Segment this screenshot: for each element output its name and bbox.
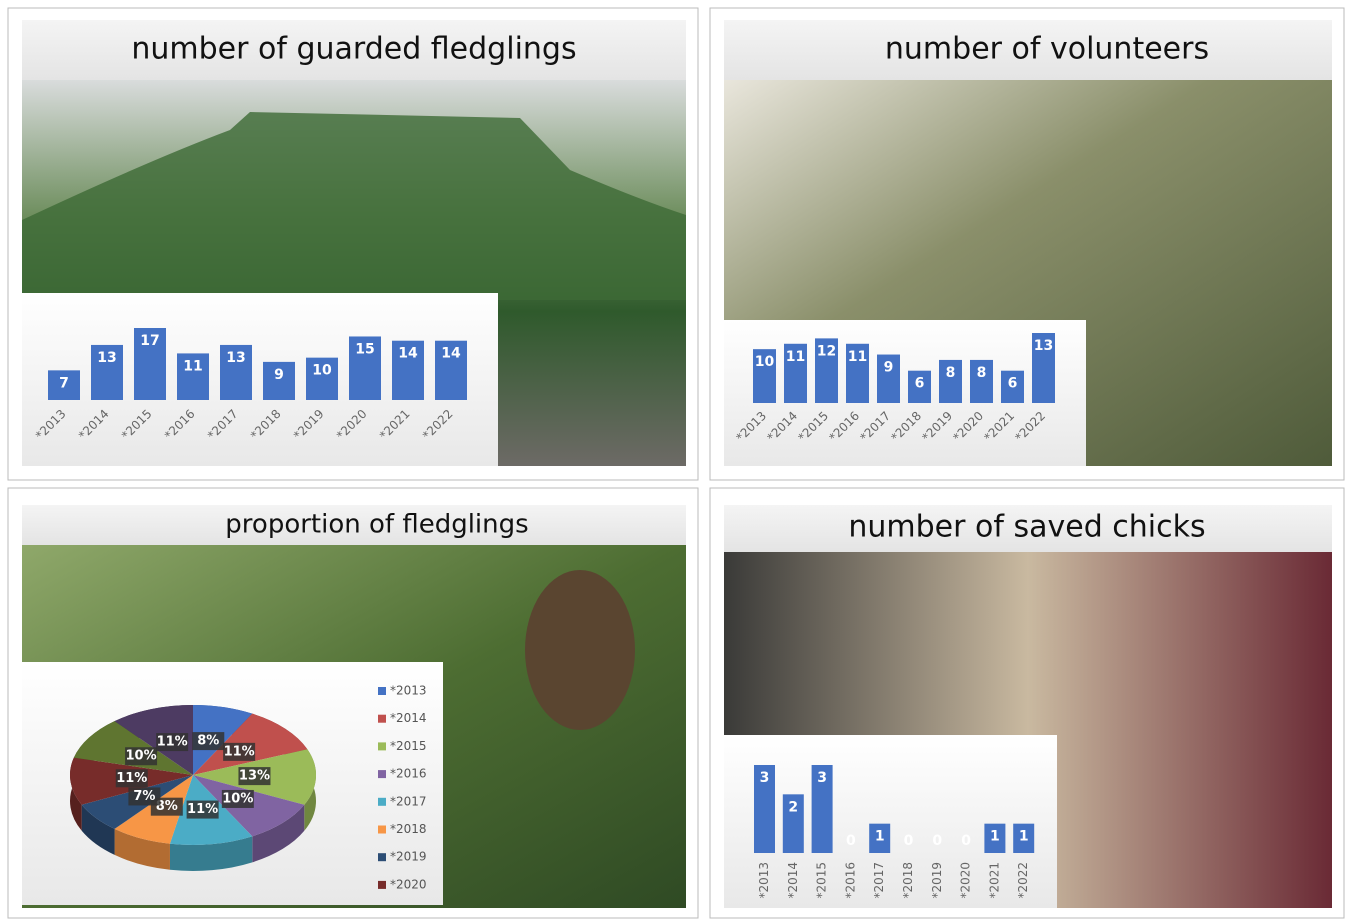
legend-swatch: [378, 881, 386, 889]
page: {"chart_data": [ {"type": "bar", "title"…: [0, 0, 1346, 922]
data-label: 0: [846, 833, 856, 849]
data-label: 11%: [116, 771, 147, 786]
collage: number of guarded fledglings number of v…: [0, 0, 1346, 922]
data-label: 0: [961, 833, 971, 849]
data-label: 14: [441, 346, 461, 362]
data-label: 1: [990, 829, 1000, 845]
data-label: 9: [884, 360, 894, 376]
chart-title: number of saved chicks: [848, 510, 1205, 545]
x-tick-label: *2015: [815, 862, 829, 899]
data-label: 2: [788, 799, 798, 815]
legend-label: *2017: [390, 794, 427, 808]
x-tick-label: *2019: [930, 862, 944, 899]
chart-title: number of guarded fledglings: [131, 32, 576, 67]
data-label: 17: [140, 333, 159, 349]
data-label: 11: [848, 349, 867, 365]
legend-swatch: [378, 770, 386, 778]
legend-label: *2016: [390, 767, 427, 781]
data-label: 15: [355, 341, 374, 357]
legend-label: *2014: [390, 711, 427, 725]
x-tick-label: *2016: [843, 862, 857, 899]
chart-title: number of volunteers: [885, 32, 1209, 67]
data-label: 1: [1019, 829, 1029, 845]
x-tick-label: *2014: [786, 862, 800, 899]
data-label: 10%: [222, 791, 253, 806]
x-tick-label: *2020: [959, 862, 973, 899]
legend-swatch: [378, 798, 386, 806]
x-tick-label: *2021: [987, 862, 1001, 899]
data-label: 8%: [197, 734, 219, 749]
data-label: 12: [817, 343, 836, 359]
legend-swatch: [378, 742, 386, 750]
data-label: 11%: [157, 735, 188, 750]
data-label: 3: [817, 770, 827, 786]
data-label: 1: [875, 829, 885, 845]
data-label: 11: [183, 358, 202, 374]
x-tick-label: *2017: [872, 862, 886, 899]
data-label: 3: [760, 770, 770, 786]
data-label: 13%: [239, 769, 270, 784]
data-label: 7%: [133, 789, 155, 804]
legend-label: *2015: [390, 739, 427, 753]
data-label: 10: [312, 363, 332, 379]
legend-label: *2020: [390, 877, 427, 891]
data-label: 10: [755, 354, 775, 370]
legend-swatch: [378, 715, 386, 723]
data-label: 13: [1034, 338, 1053, 354]
data-label: 14: [398, 346, 418, 362]
data-label: 0: [904, 833, 914, 849]
data-label: 8: [977, 365, 987, 381]
legend-label: *2019: [390, 850, 427, 864]
data-label: 6: [915, 376, 925, 392]
legend-label: *2018: [390, 822, 427, 836]
data-label: 8: [946, 365, 956, 381]
data-label: 11: [786, 349, 805, 365]
data-label: 9: [274, 367, 284, 383]
data-label: 7: [59, 375, 69, 391]
x-tick-label: *2013: [757, 862, 771, 899]
data-label: 13: [226, 350, 245, 366]
legend-label: *2013: [390, 684, 427, 698]
data-label: 10%: [126, 749, 157, 764]
legend-swatch: [378, 826, 386, 834]
x-tick-label: *2022: [1016, 862, 1030, 899]
legend-swatch: [378, 687, 386, 695]
data-label: 6: [1008, 376, 1018, 392]
data-label: 13: [97, 350, 116, 366]
chart-title: proportion of fledglings: [225, 510, 528, 540]
legend-swatch: [378, 853, 386, 861]
data-label: 11%: [224, 744, 255, 759]
data-label: 11%: [187, 802, 218, 817]
data-label: 0: [932, 833, 942, 849]
x-tick-label: *2018: [901, 862, 915, 899]
